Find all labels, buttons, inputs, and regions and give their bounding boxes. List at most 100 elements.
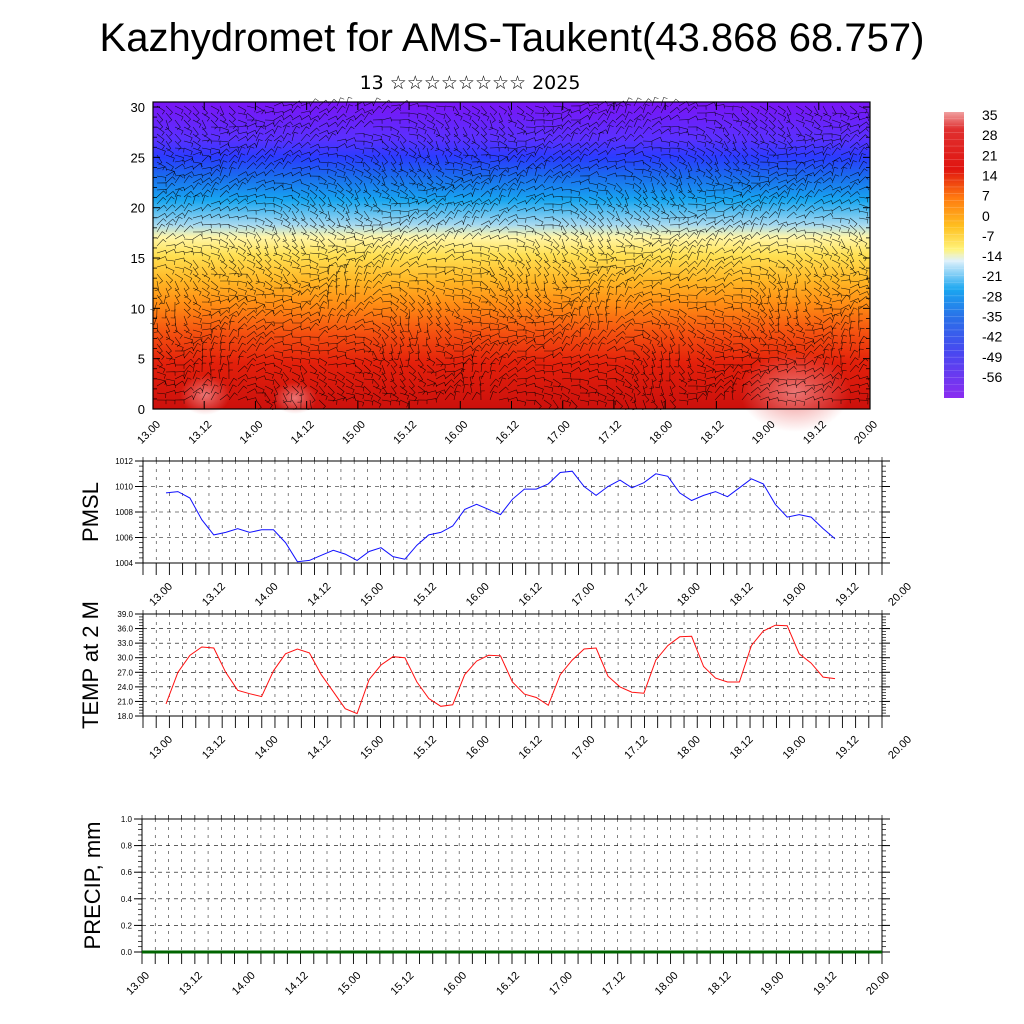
wind-barb	[561, 280, 569, 291]
wind-barb	[759, 119, 768, 129]
wind-barb	[264, 385, 274, 394]
wind-barb	[399, 261, 410, 268]
wind-barb	[327, 189, 337, 197]
wind-barb	[813, 372, 824, 380]
wind-barb	[543, 105, 551, 116]
wind-barb	[696, 209, 707, 214]
wind-barb	[498, 294, 508, 302]
wind-barb	[453, 147, 462, 157]
wind-barb	[723, 315, 734, 321]
wind-barb	[318, 196, 326, 207]
wind-barb	[174, 126, 184, 135]
wind-barb	[399, 392, 409, 400]
wind-barb	[381, 329, 389, 340]
wind-barb	[578, 306, 584, 317]
wind-barb	[786, 222, 797, 227]
wind-barb	[201, 301, 212, 307]
wind-barb	[669, 210, 677, 221]
wind-barb	[777, 399, 788, 406]
wind-barb	[489, 362, 496, 373]
wind-barb	[435, 202, 445, 212]
wind-barb	[210, 188, 218, 198]
wind-barb	[408, 216, 418, 226]
wind-barb	[282, 308, 293, 314]
wind-barb	[543, 364, 554, 371]
wind-barb	[273, 217, 283, 225]
wind-barb	[642, 196, 648, 208]
wind-barb	[201, 322, 212, 328]
wind-barb	[723, 147, 732, 157]
wind-barb	[588, 231, 593, 243]
wind-barb	[381, 140, 389, 151]
wind-barb	[228, 215, 239, 221]
wind-barb	[705, 383, 717, 388]
wind-barb	[417, 390, 428, 396]
wind-barb	[480, 161, 491, 169]
wind-barb	[516, 335, 527, 340]
wind-barb	[444, 322, 451, 333]
wind-barb	[246, 238, 253, 249]
wind-barb	[534, 197, 545, 205]
wind-barb	[840, 362, 847, 373]
wind-barb	[453, 154, 463, 163]
wind-barb	[399, 168, 409, 177]
wind-barb	[291, 245, 300, 256]
wind-barb	[561, 377, 572, 382]
wind-barb	[561, 231, 569, 242]
wind-barb	[354, 120, 365, 128]
wind-barb	[786, 322, 794, 333]
wind-barb	[210, 112, 219, 122]
wind-barb	[705, 364, 715, 373]
wind-barb	[417, 378, 427, 388]
wind-barb	[597, 252, 608, 259]
wind-barb	[453, 220, 465, 226]
wind-barb	[426, 105, 437, 113]
wind-barb	[444, 392, 454, 401]
wind-barb	[300, 133, 311, 142]
wind-barb	[336, 203, 346, 212]
wind-barb	[471, 202, 480, 212]
wind-barb	[750, 194, 761, 199]
wind-barb	[597, 342, 606, 352]
wind-barb	[525, 266, 531, 278]
wind-barb	[849, 397, 860, 403]
wind-barb	[192, 370, 200, 380]
wind-barb	[615, 144, 627, 149]
wind-barb	[750, 183, 761, 191]
wind-barb	[831, 341, 839, 352]
wind-barb	[786, 357, 796, 365]
wind-barb	[309, 231, 318, 241]
wind-barb	[624, 231, 634, 240]
wind-barb	[345, 378, 354, 388]
wind-barb	[552, 352, 563, 359]
wind-barb	[291, 290, 303, 296]
wind-barb	[624, 217, 631, 228]
wind-barb	[273, 385, 279, 397]
y-tick-label: 5	[138, 352, 145, 367]
wind-barb	[300, 350, 311, 357]
wind-barb	[795, 378, 806, 384]
wind-barb	[777, 357, 788, 365]
wind-barb	[624, 300, 633, 310]
wind-barb	[615, 175, 626, 180]
colorbar-label: -35	[982, 309, 1002, 325]
wind-barb	[570, 142, 581, 149]
wind-barb	[507, 266, 514, 277]
wind-barb	[453, 203, 463, 212]
wind-barb	[795, 245, 806, 251]
wind-barb	[435, 126, 441, 138]
wind-barb	[696, 267, 707, 275]
wind-barb	[183, 250, 194, 256]
wind-barb	[219, 112, 227, 123]
wind-barb	[489, 322, 500, 329]
wind-barb	[597, 196, 606, 206]
wind-barb	[336, 217, 341, 229]
wind-barb	[336, 189, 345, 199]
wind-barb	[426, 112, 435, 122]
wind-barb	[417, 210, 428, 215]
wind-barb	[363, 154, 373, 162]
wind-barb	[552, 224, 563, 231]
wind-barb	[534, 231, 544, 240]
y-tick-label: 1.0	[121, 815, 133, 824]
wind-barb	[849, 153, 858, 163]
